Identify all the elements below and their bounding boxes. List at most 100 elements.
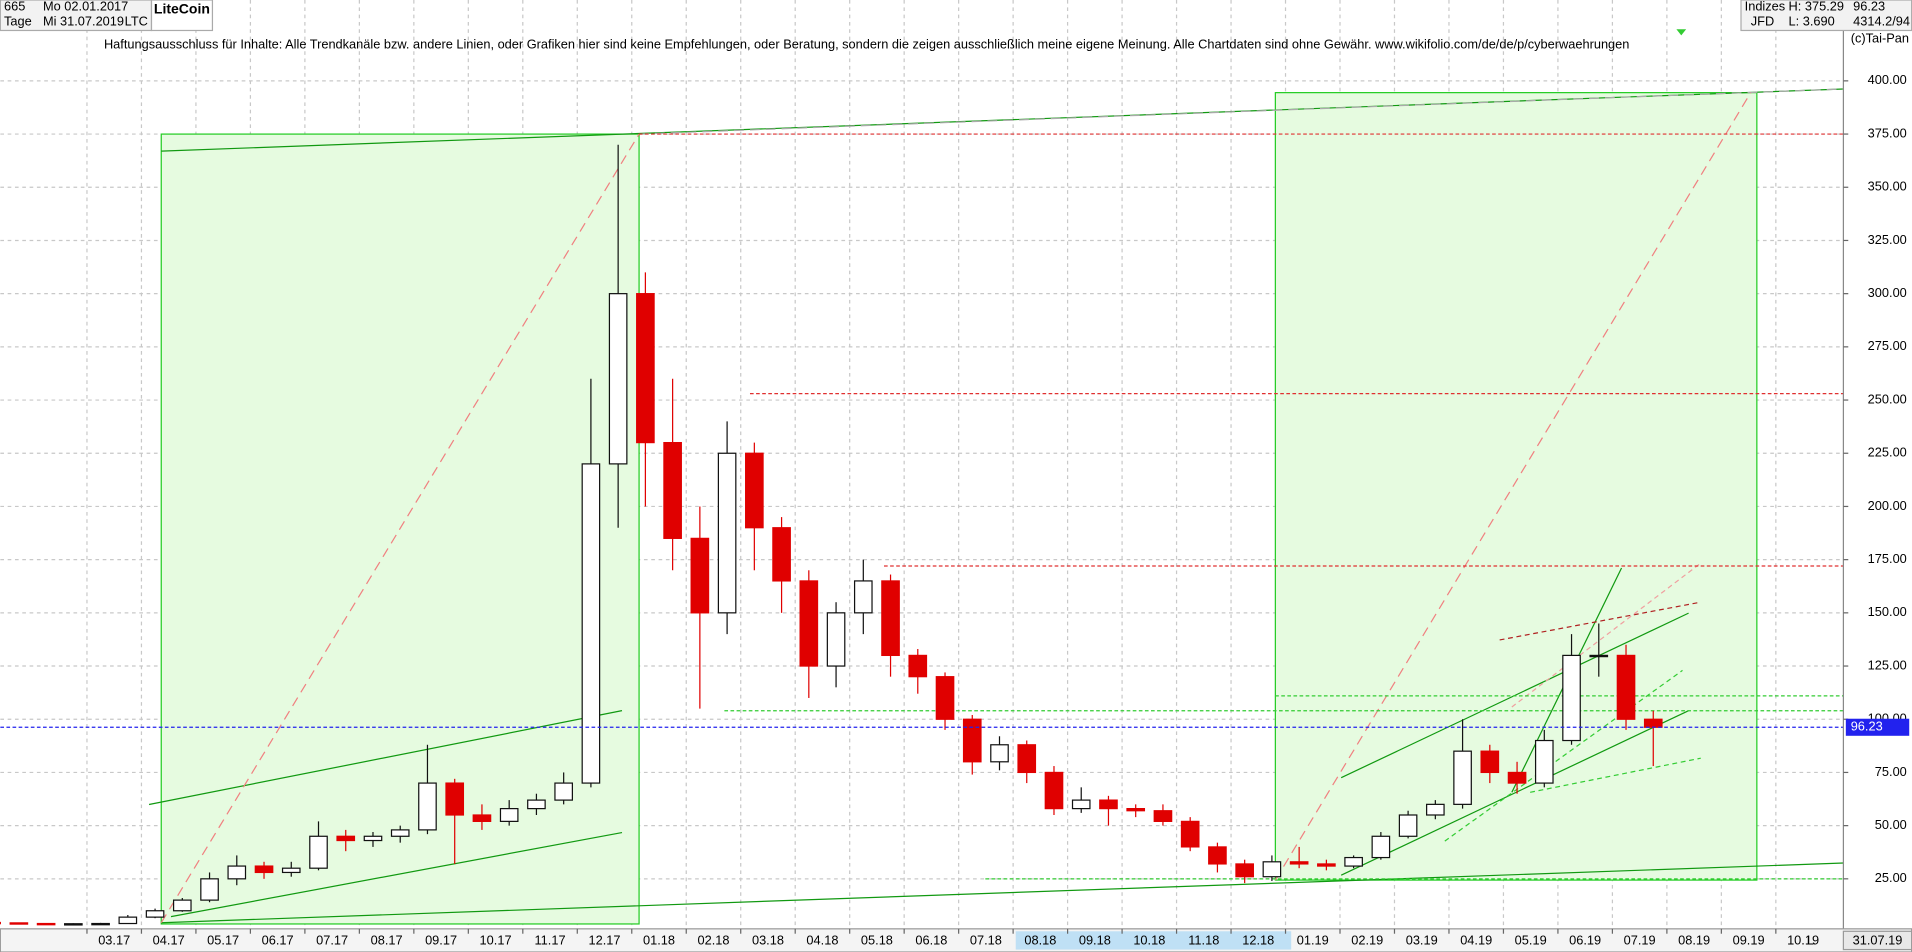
y-tick-label: 225.00: [1868, 445, 1907, 460]
candle-body: [826, 612, 846, 667]
candle-body: [1453, 750, 1472, 805]
x-tick-label: 11.18: [1188, 932, 1219, 947]
x-tick-label: 04.18: [806, 932, 838, 947]
y-tick-label: 300.00: [1868, 285, 1907, 300]
period: Tage: [4, 13, 32, 28]
x-tick-label: 03.17: [98, 932, 130, 947]
x-tick-label: 03.18: [752, 932, 784, 947]
candle-body: [472, 814, 492, 822]
candle-body: [1017, 744, 1037, 774]
y-tick-label: 50.00: [1875, 817, 1907, 832]
trend-line: [160, 133, 640, 924]
analysis-box: [1274, 92, 1758, 881]
x-tick-label: 08.17: [371, 932, 403, 947]
x-tick-label: 12.17: [589, 932, 621, 947]
x-tick-label: 10.18: [1133, 932, 1165, 947]
x-tick-label: 02.19: [1351, 932, 1383, 947]
axis-panel: [1843, 0, 1912, 952]
candle-body: [962, 718, 982, 763]
count: 665: [4, 0, 25, 14]
x-tick-label: 09.18: [1079, 932, 1111, 947]
x-tick-label: 10.19: [1787, 932, 1819, 947]
trend-lines: [148, 88, 1844, 924]
candle-body: [499, 808, 519, 822]
candle-body: [1208, 846, 1227, 865]
start-date: Mo 02.01.2017: [43, 0, 128, 14]
candle-body: [1480, 750, 1500, 774]
scale-marker: L: [1807, 932, 1814, 947]
x-tick-label: 06.19: [1569, 932, 1601, 947]
last: 96.23: [1853, 0, 1885, 14]
x-tick-label: 05.17: [207, 932, 239, 947]
high: H: 375.29: [1789, 0, 1844, 14]
trend-line: [1340, 710, 1689, 876]
copyright: (c)Tai-Pan: [1851, 30, 1909, 45]
last-price-label: 96.23: [1851, 719, 1883, 734]
trend-line: [148, 710, 623, 806]
candle-body: [853, 580, 873, 614]
candle-body: [935, 676, 955, 720]
x-tick-label: 03.19: [1406, 932, 1438, 947]
candle-body: [390, 829, 410, 837]
candle-body: [1044, 771, 1064, 810]
candle-body: [172, 899, 192, 912]
x-tick-label: 01.19: [1297, 932, 1329, 947]
candle-body: [1398, 814, 1418, 837]
last-price-box: [1845, 718, 1910, 736]
x-tick-label: 07.18: [970, 932, 1002, 947]
x-tick-label: 11.17: [535, 932, 566, 947]
trend-line: [1444, 669, 1683, 842]
candle-body: [717, 452, 737, 614]
subtitle: Haftungsausschluss für Inhalte: Alle Tre…: [104, 36, 1629, 51]
y-tick-label: 200.00: [1868, 498, 1907, 513]
y-tick-label: 275.00: [1868, 338, 1907, 353]
candle-body: [745, 452, 764, 529]
y-tick-label: 75.00: [1875, 764, 1907, 779]
candle-body: [772, 527, 791, 582]
candle-body: [1371, 835, 1391, 859]
x-tick-label: 12.18: [1242, 932, 1274, 947]
candle-body: [1126, 808, 1146, 812]
x-tick-label: 05.18: [861, 932, 893, 947]
candle-body: [1180, 820, 1200, 848]
candle-body: [1262, 861, 1282, 878]
low: L: 3.690: [1789, 13, 1835, 28]
x-tick-label: 07.19: [1624, 932, 1656, 947]
y-tick-label: 325.00: [1868, 232, 1907, 247]
candle-body: [581, 463, 601, 784]
x-tick-label: 05.19: [1515, 932, 1547, 947]
extra: 4314.2/94: [1853, 13, 1910, 28]
candle-body: [254, 865, 274, 874]
x-tick-label: 07.17: [316, 932, 348, 947]
candle-body: [227, 865, 247, 880]
candle-body: [445, 782, 465, 816]
candle-body: [91, 922, 110, 926]
y-tick-label: 375.00: [1868, 125, 1907, 140]
candle-body: [418, 782, 437, 831]
candle-body: [36, 922, 56, 926]
trend-line: [161, 862, 1844, 924]
candle-body: [1534, 739, 1554, 784]
y-tick-label: 25.00: [1875, 870, 1907, 885]
trend-line: [170, 831, 623, 918]
candle-body: [64, 923, 83, 926]
broker: JFD: [1751, 13, 1774, 28]
header-box: [150, 0, 214, 32]
x-tick-label: 10.17: [480, 932, 512, 947]
candle-body: [1235, 863, 1254, 878]
candle-body: [1426, 803, 1445, 816]
candle-body: [1317, 863, 1336, 867]
candle-body: [1589, 654, 1609, 658]
candle-body: [1289, 861, 1309, 865]
candle-body: [1344, 856, 1363, 867]
candle-body: [908, 654, 928, 678]
candle-body: [1616, 654, 1636, 720]
y-tick-label: 125.00: [1868, 657, 1907, 672]
candle-body: [799, 580, 819, 667]
x-tick-label: 09.17: [425, 932, 457, 947]
candle-body: [1507, 771, 1527, 784]
candle-body: [9, 922, 29, 925]
header-box: [0, 0, 153, 32]
trend-line: [1274, 92, 1752, 881]
x-tick-label: 04.19: [1460, 932, 1492, 947]
